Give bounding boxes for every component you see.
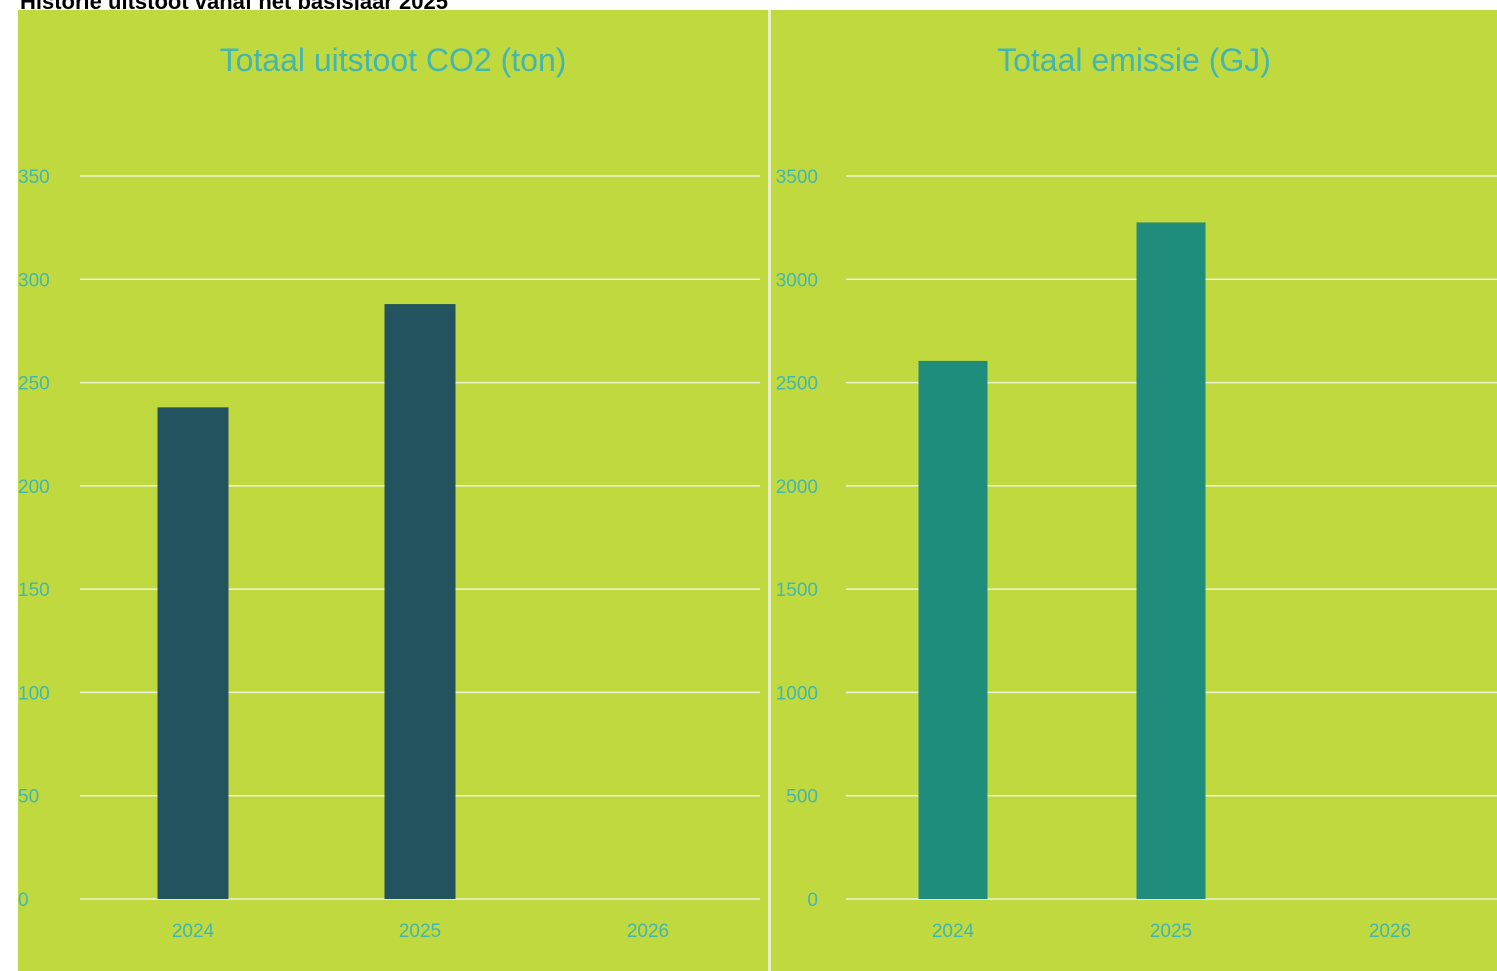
- y-tick-label: 3000: [776, 270, 818, 291]
- x-tick-label: 2025: [399, 921, 441, 942]
- x-tick-label: 2025: [1150, 921, 1192, 942]
- x-tick-label: 2024: [932, 921, 975, 942]
- bar-2025: [384, 304, 456, 899]
- y-tick-label: 300: [18, 270, 50, 291]
- y-tick-label: 350: [18, 167, 50, 188]
- y-tick-label: 150: [18, 580, 50, 601]
- y-tick-label: 250: [18, 374, 50, 395]
- x-tick-label: 2026: [1369, 921, 1411, 942]
- gj-chart-panel: Totaal emissie (GJ) 0 500 1000 1500 2000 2500…: [771, 10, 1497, 971]
- co2-chart-panel: Totaal uitstoot CO2 (ton) 0 50 100 150 200 25…: [18, 10, 768, 971]
- y-tick-label: 0: [18, 890, 29, 911]
- y-tick-label: 1000: [776, 683, 818, 704]
- x-tick-label: 2024: [172, 921, 215, 942]
- x-tick-label: 2026: [627, 921, 669, 942]
- bar-2024: [918, 360, 988, 899]
- y-tick-label: 200: [18, 477, 50, 498]
- y-tick-label: 2500: [776, 374, 818, 395]
- y-tick-label: 1500: [776, 580, 818, 601]
- chart-divider: [768, 10, 771, 971]
- bar-2024: [157, 407, 229, 899]
- bar-2025: [1136, 222, 1206, 899]
- gj-bar-chart: 0 500 1000 1500 2000 2500 3000 3500 2024 2025 2026: [776, 167, 1497, 942]
- co2-bar-chart: 0 50 100 150 200 250 300 350 2024 2025 2026: [18, 167, 760, 942]
- y-tick-label: 0: [807, 890, 818, 911]
- chart-title: Totaal emissie (GJ): [997, 42, 1271, 78]
- y-tick-label: 500: [786, 787, 818, 808]
- y-tick-label: 3500: [776, 167, 818, 188]
- y-tick-label: 2000: [776, 477, 818, 498]
- y-tick-label: 50: [18, 787, 39, 808]
- chart-title: Totaal uitstoot CO2 (ton): [219, 42, 567, 78]
- y-tick-label: 100: [18, 683, 50, 704]
